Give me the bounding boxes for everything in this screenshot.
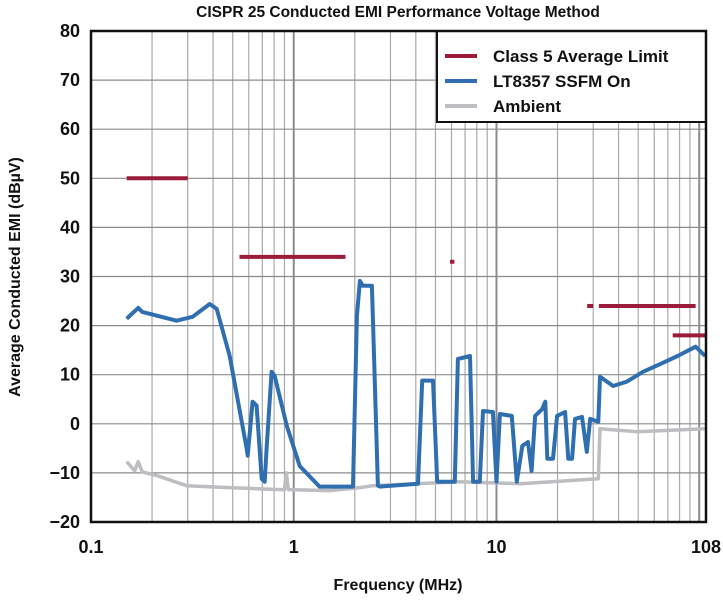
y-tick-label: 0 [70, 414, 80, 434]
chart-title: CISPR 25 Conducted EMI Performance Volta… [196, 4, 600, 21]
y-tick-label: 20 [60, 316, 80, 336]
legend-label-limit: Class 5 Average Limit [493, 47, 669, 66]
x-tick-label: 10 [486, 537, 506, 557]
y-tick-label: 30 [60, 267, 80, 287]
y-tick-label: 50 [60, 168, 80, 188]
y-tick-labels: −20 −10 0 10 20 30 40 50 60 70 80 [49, 21, 80, 532]
series-ambient-line [125, 426, 706, 493]
y-tick-label: −20 [49, 512, 80, 532]
x-tick-labels: 0.1 1 10 108 [78, 537, 721, 557]
x-tick-label: 0.1 [78, 537, 103, 557]
plot-frame [89, 29, 708, 524]
x-tick-label: 108 [691, 537, 721, 557]
y-tick-label: 60 [60, 119, 80, 139]
series-lt8357-line [125, 278, 707, 489]
legend: Class 5 Average Limit LT8357 SSFM On Amb… [436, 30, 707, 123]
legend-label-ambient: Ambient [493, 97, 561, 116]
legend-label-lt8357: LT8357 SSFM On [493, 72, 631, 91]
y-tick-label: −10 [49, 463, 80, 483]
series-group [125, 176, 707, 493]
x-axis-label: Frequency (MHz) [334, 577, 463, 594]
grid [91, 31, 706, 522]
y-tick-label: 70 [60, 70, 80, 90]
y-tick-label: 80 [60, 21, 80, 41]
y-tick-label: 10 [60, 365, 80, 385]
x-tick-label: 1 [289, 537, 299, 557]
y-axis-label: Average Conducted EMI (dBµV) [7, 157, 24, 397]
y-tick-label: 40 [60, 217, 80, 237]
